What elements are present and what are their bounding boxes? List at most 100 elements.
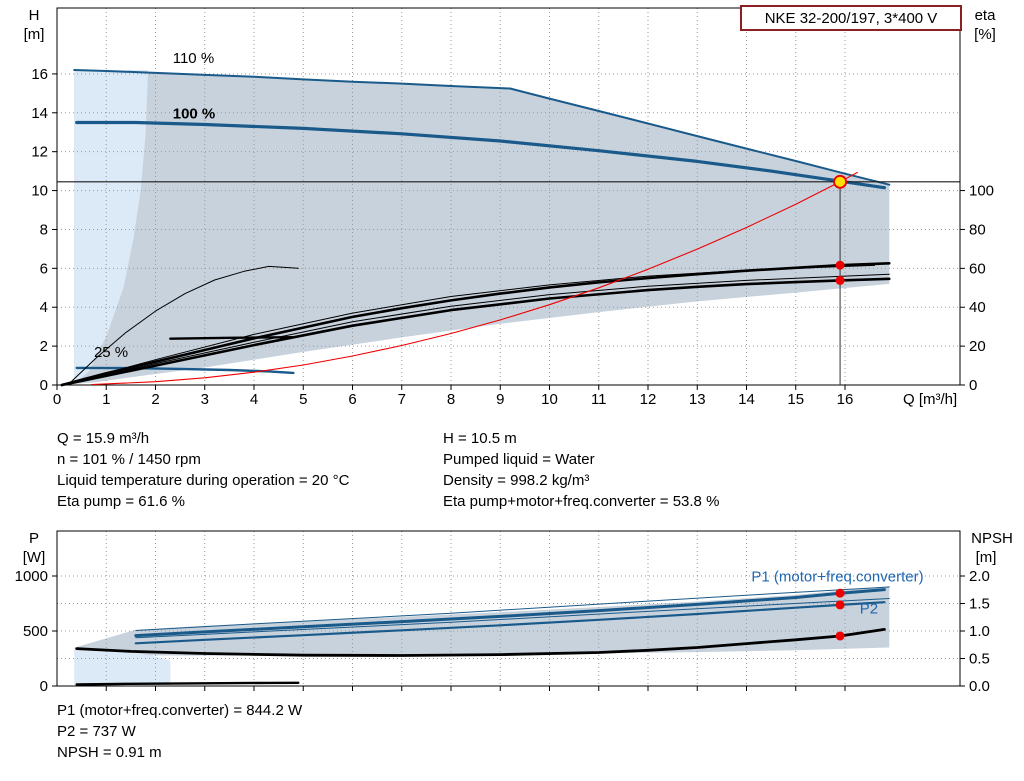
curve-speed-25: [75, 366, 295, 375]
duty-point[interactable]: [833, 174, 847, 189]
curve-eta-25: [169, 336, 295, 340]
chart0-axes: 0 1 2 3 4 5 6 7 8 9 10 11 12 13 14 15 160246810121416020…: [31, 7, 994, 408]
duty-p1: P1 (motor+freq.converter) = 844.2 W: [57, 702, 303, 719]
chart1-labels: P1 (motor+freq.converter) P2: [751, 569, 923, 618]
y-right-tick-label: 60: [969, 260, 986, 277]
curve-speed-110: [73, 69, 891, 186]
h-axis-title: H: [29, 7, 40, 24]
y-right-tick-label: 0.5: [969, 651, 990, 668]
label-speed-100: 100 %: [173, 106, 216, 123]
x-tick-label: 0: [53, 391, 61, 408]
p2-point: [835, 600, 845, 610]
duty-liquid-temp: Liquid temperature during operation = 20…: [57, 472, 350, 489]
y-left-tick-label: 8: [40, 221, 48, 238]
eta-total-point: [835, 275, 845, 285]
h-axis-unit: [m]: [24, 26, 45, 43]
duty-speed: n = 101 % / 1450 rpm: [57, 451, 201, 468]
chart0-curves: [57, 69, 960, 387]
duty-eta-total: Eta pump+motor+freq.converter = 53.8 %: [443, 493, 720, 510]
curve-eta-total: [60, 277, 891, 387]
y-left-tick-label: 12: [31, 144, 48, 161]
x-tick-label: 8: [447, 391, 455, 408]
y-left-tick-label: 0: [40, 377, 48, 394]
x-tick-label: 6: [348, 391, 356, 408]
power-info: P1 (motor+freq.converter) = 844.2 W P2 =…: [57, 700, 302, 763]
npsh-point: [835, 631, 845, 641]
duty-density: Density = 998.2 kg/m³: [443, 472, 590, 489]
y-left-tick-label: 4: [40, 299, 48, 316]
duty-liquid: Pumped liquid = Water: [443, 451, 595, 468]
low-flow-region: [74, 70, 149, 384]
x-tick-label: 9: [496, 391, 504, 408]
p-axis-title: P: [29, 530, 39, 547]
y-left-tick-label: 14: [31, 105, 48, 122]
label-speed-110: 110 %: [173, 50, 214, 67]
curve-eta-pump: [60, 261, 891, 387]
q-axis-title: Q [m³/h]: [903, 391, 957, 408]
pump-title-text: NKE 32-200/197, 3*400 V: [764, 9, 938, 27]
curve-p1-110: [135, 586, 890, 631]
y-right-tick-label: 0.0: [969, 678, 990, 695]
x-tick-label: 3: [201, 391, 209, 408]
p1-point: [835, 588, 845, 598]
duty-eta-pump: Eta pump = 61.6 %: [57, 493, 185, 510]
chart0-env: [74, 70, 890, 384]
chart1-grid: [57, 531, 960, 686]
eta-axis-unit: [%]: [974, 26, 996, 43]
x-tick-label: 7: [398, 391, 406, 408]
y-right-tick-label: 20: [969, 338, 986, 355]
plot-frame: [56, 7, 961, 386]
x-tick-label: 11: [591, 391, 607, 408]
x-tick-label: 12: [640, 391, 657, 408]
y-right-tick-label: 1.5: [969, 596, 990, 613]
y-left-tick-label: 16: [31, 66, 48, 83]
eta-pump-point: [835, 260, 845, 270]
duty-q: Q = 15.9 m³/h: [57, 430, 150, 447]
curve-affinity-through-duty: [90, 171, 858, 386]
duty-npsh: NPSH = 0.91 m: [57, 744, 162, 761]
y-right-tick-label: 1.0: [969, 623, 990, 640]
y-right-tick-label: 2.0: [969, 568, 990, 585]
npsh-axis-title: NPSH: [971, 530, 1013, 547]
chart1-axes: 0 500 1000 0.0 0.5 1.0 1.5 2.0: [15, 530, 990, 695]
duty-p2: P2 = 737 W: [57, 723, 136, 740]
x-tick-label: 5: [299, 391, 307, 408]
y-right-tick-label: 0: [969, 377, 977, 394]
y-left-tick-label: 500: [23, 623, 48, 640]
p-axis-unit: [W]: [23, 549, 46, 566]
chart0-labels: 110 % 100 % 25 %: [94, 50, 215, 361]
curve-p2-110: [135, 598, 890, 639]
y-left-tick-label: 6: [40, 260, 48, 277]
duty-info-right: H = 10.5 m Pumped liquid = Water Density…: [443, 428, 719, 512]
duty-info-left: Q = 15.9 m³/h n = 101 % / 1450 rpm Liqui…: [57, 428, 349, 512]
x-tick-label: 15: [787, 391, 804, 408]
x-tick-label: 1: [102, 391, 110, 408]
plot-frame: [56, 530, 961, 687]
y-right-tick-label: 100: [969, 183, 994, 200]
y-left-tick-label: 10: [31, 183, 48, 200]
pump-title-box: NKE 32-200/197, 3*400 V: [740, 5, 962, 31]
chart1-markers: [835, 588, 845, 641]
y-right-tick-label: 80: [969, 221, 986, 238]
duty-h: H = 10.5 m: [443, 430, 517, 447]
power-low-flow-region: [74, 647, 171, 685]
x-tick-label: 13: [689, 391, 706, 408]
y-left-tick-label: 1000: [15, 568, 48, 585]
y-left-tick-label: 0: [40, 678, 48, 695]
operating-envelope: [74, 70, 890, 384]
curve-p-25: [75, 681, 300, 686]
x-tick-label: 10: [541, 391, 558, 408]
npsh-axis-unit: [m]: [976, 549, 997, 566]
chart0-markers: [833, 174, 847, 285]
curve-p1: [134, 588, 886, 638]
curve-p2: [134, 601, 886, 645]
label-speed-25: 25 %: [94, 344, 128, 361]
label-p2: P2: [860, 600, 878, 617]
curve-npsh: [75, 628, 886, 657]
label-p1: P1 (motor+freq.converter): [751, 569, 923, 586]
curve-speed-100: [75, 120, 887, 190]
y-left-tick-label: 2: [40, 338, 48, 355]
x-tick-label: 14: [738, 391, 755, 408]
